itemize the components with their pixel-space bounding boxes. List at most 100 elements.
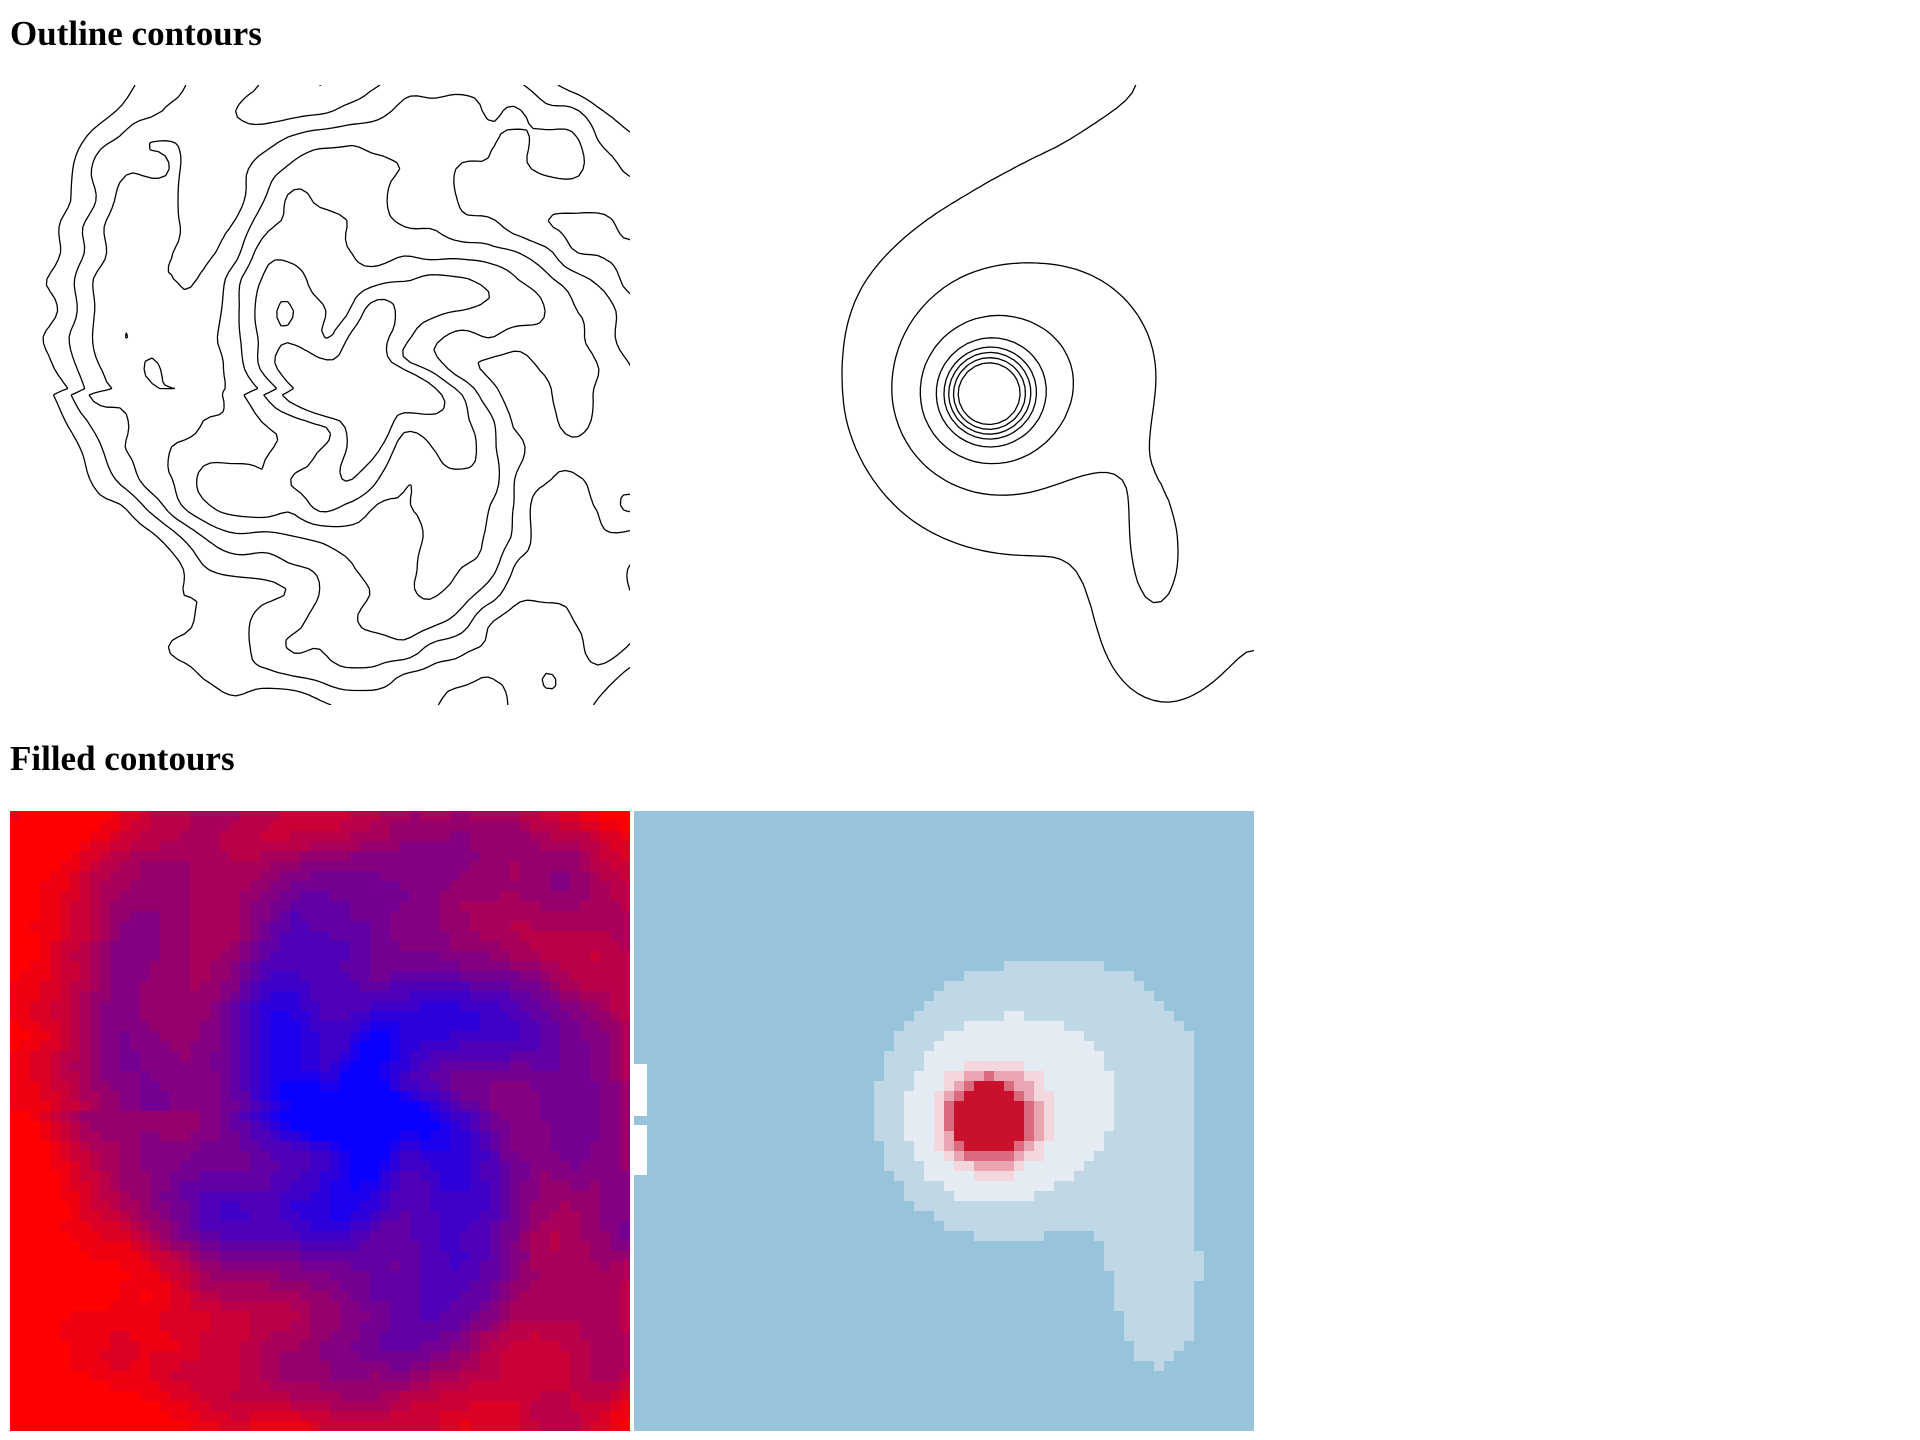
filled-left-cell [220,1351,231,1362]
filled-left-cell [210,1121,221,1132]
filled-left-cell [40,1391,51,1402]
filled-right-cell [1174,811,1185,822]
filled-left-cell [160,1271,171,1282]
filled-left-cell [300,1391,311,1402]
filled-left-cell [410,951,421,962]
filled-left-cell [540,1141,551,1152]
filled-left-cell [560,891,571,902]
filled-left-cell [410,1281,421,1292]
filled-left-cell [460,1031,471,1042]
filled-right-cell [744,861,755,872]
filled-left-cell [500,1131,511,1142]
filled-left-cell [360,1351,371,1362]
filled-right-cell [744,971,755,982]
filled-left-cell [180,1291,191,1302]
filled-left-cell [400,1301,411,1312]
filled-right-cell [734,981,745,992]
filled-left-cell [140,931,151,942]
filled-right-cell [664,821,675,832]
filled-left-cell [340,1271,351,1282]
filled-right-cell [954,811,965,822]
filled-right-cell [824,981,835,992]
filled-right-cell [1124,821,1135,832]
filled-right-cell [1084,811,1095,822]
filled-left-cell [570,881,581,892]
filled-left-cell [110,1261,121,1272]
filled-left-cell [430,1031,441,1042]
filled-left-cell [350,991,361,1002]
filled-left-cell [620,861,630,872]
filled-left-cell [30,871,41,882]
filled-left-cell [440,811,451,822]
filled-left-cell [620,1371,630,1382]
filled-left-cell [530,1171,541,1182]
filled-right-cell [824,821,835,832]
filled-left-cell [460,1141,471,1152]
filled-left-cell [260,1131,271,1142]
filled-left-cell [180,841,191,852]
filled-left-cell [590,1351,601,1362]
filled-left-cell [70,1251,81,1262]
filled-right-cell [954,851,965,862]
filled-left-cell [280,891,291,902]
filled-left-cell [300,1421,311,1431]
filled-left-cell [290,821,301,832]
filled-left-cell [580,971,591,982]
filled-left-cell [70,1301,81,1312]
filled-left-cell [210,951,221,962]
filled-left-cell [60,1121,71,1132]
filled-left-cell [470,811,481,822]
filled-right-cell [724,941,735,952]
filled-right-cell [1194,921,1205,932]
filled-left-cell [60,1151,71,1162]
filled-left-cell [570,931,581,942]
filled-right-cell [674,941,685,952]
filled-left-cell [490,1361,501,1372]
filled-left-cell [340,1261,351,1272]
filled-left-cell [430,1011,441,1022]
filled-left-cell [30,1071,41,1082]
filled-left-cell [560,1101,571,1112]
filled-left-cell [520,1291,531,1302]
filled-right-cell [924,871,935,882]
filled-right-cell [804,981,815,992]
filled-left-cell [130,981,141,992]
filled-left-cell [230,1261,241,1272]
filled-left-cell [330,811,341,822]
filled-left-cell [560,1351,571,1362]
filled-right-cell [1054,911,1065,922]
filled-right-cell [1134,811,1145,822]
filled-right-cell [874,851,885,862]
filled-right-cell [1144,971,1155,982]
filled-left-cell [110,931,121,942]
filled-left-cell [540,1071,551,1082]
filled-left-cell [390,1321,401,1332]
filled-left-cell [270,1341,281,1352]
filled-left-cell [50,1361,61,1372]
filled-right-cell [734,881,745,892]
filled-right-cell [1104,891,1115,902]
filled-left-cell [350,1371,361,1382]
filled-left-cell [290,1381,301,1392]
filled-left-cell [230,1201,241,1212]
filled-left-cell [320,1071,331,1082]
filled-left-cell [330,1181,341,1192]
filled-left-cell [580,941,591,952]
filled-right-cell [1004,891,1015,902]
filled-left-cell [620,1171,630,1182]
filled-left-cell [130,841,141,852]
filled-left-cell [410,1061,421,1072]
filled-right-cell [684,811,695,822]
filled-left-cell [200,1121,211,1132]
filled-left-cell [90,1331,101,1342]
filled-left-cell [220,1331,231,1342]
filled-right-cell [634,921,645,932]
filled-left-cell [190,1181,201,1192]
filled-left-cell [440,1331,451,1342]
filled-right-cell [1104,861,1115,872]
filled-left-cell [460,941,471,952]
filled-left-cell [210,971,221,982]
filled-left-cell [190,941,201,952]
filled-left-cell [50,971,61,982]
filled-left-cell [170,1231,181,1242]
